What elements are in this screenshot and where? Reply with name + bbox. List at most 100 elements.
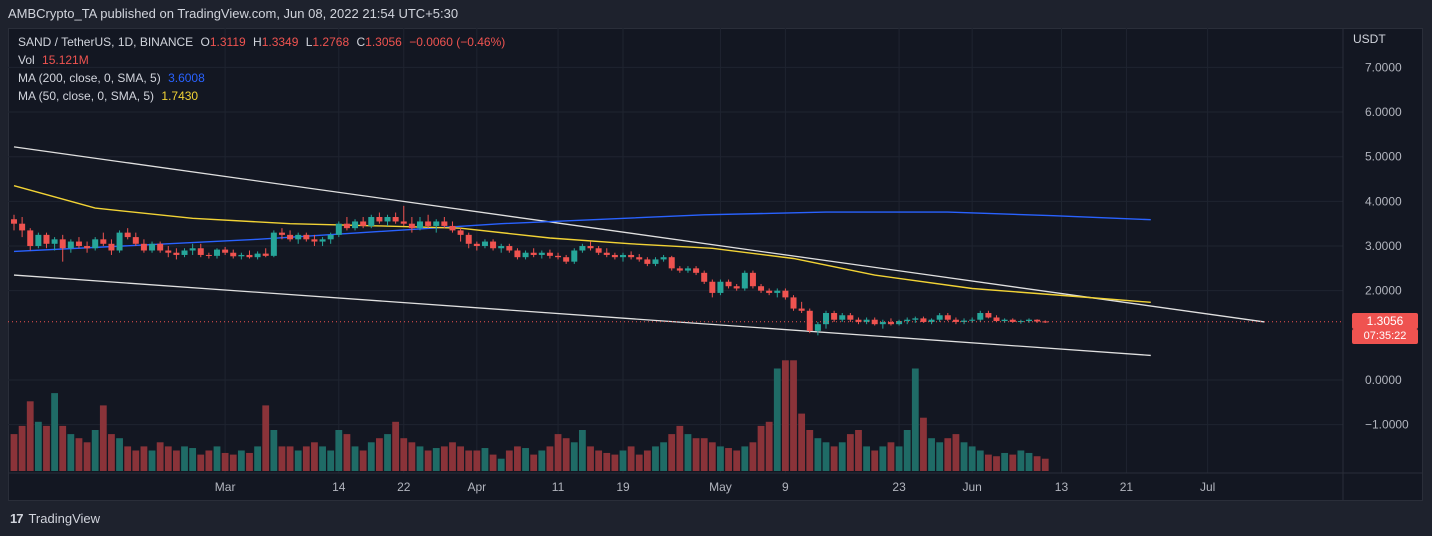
ma50-value: 1.7430 [161, 89, 199, 103]
close-value: 1.3056 [365, 35, 402, 49]
legend-volume-row[interactable]: Vol 15.121M [18, 53, 93, 67]
volume-bar [440, 446, 448, 471]
volume-bar [968, 446, 976, 471]
volume-bar [660, 442, 667, 471]
volume-bar [757, 425, 765, 471]
volume-bar [181, 446, 188, 471]
candle-body [19, 223, 26, 231]
candlestick-chart[interactable]: USDT 7.0000 6.0000 5.0000 4.0000 3.0000 2.000… [8, 28, 1423, 501]
volume-bar [254, 446, 261, 471]
candle-body [433, 221, 440, 226]
candle-body [311, 239, 318, 242]
candle-body [896, 321, 903, 325]
volume-bar [1017, 450, 1025, 471]
candle-body [628, 254, 635, 258]
volume-bar [1033, 456, 1041, 471]
candles [11, 205, 1049, 336]
candle-body [295, 234, 302, 240]
candle-body [43, 234, 50, 244]
candle-body [205, 254, 212, 256]
volume-bar [554, 434, 562, 471]
ma200-value: 3.6008 [168, 71, 205, 85]
candle-body [132, 237, 139, 244]
volume-bar [75, 438, 83, 471]
candle-body [855, 319, 862, 322]
volume-bar [18, 425, 26, 471]
candle-body [879, 321, 886, 325]
symbol-label[interactable]: SAND / TetherUS, 1D, BINANCE [18, 35, 194, 49]
volume-bar [83, 442, 91, 471]
axes: USDT 7.0000 6.0000 5.0000 4.0000 3.0000 2.000… [8, 28, 1423, 501]
candle-body [636, 257, 643, 260]
footer: 17 TradingView [10, 511, 100, 526]
y-tick-label: 0.0000 [1365, 373, 1402, 387]
candle-body [238, 254, 245, 257]
candle-body [660, 257, 667, 260]
candle-body [457, 230, 464, 235]
upper-trendline [13, 146, 1265, 323]
candle-body [904, 319, 911, 322]
ma50-line [13, 185, 1151, 303]
volume-bar [570, 442, 578, 471]
footer-brand[interactable]: TradingView [28, 511, 101, 526]
volume-bar [952, 434, 960, 471]
volume-bar [643, 450, 651, 471]
volume-bar [335, 430, 343, 471]
volume-bar [782, 360, 789, 471]
candle-body [343, 223, 350, 229]
candle-body [124, 232, 131, 238]
volume-bar [286, 446, 294, 471]
candle-body [1001, 319, 1008, 322]
volume-bar [424, 450, 432, 471]
candle-body [392, 217, 399, 222]
legend-ma200-row[interactable]: MA (200, close, 0, SMA, 5) 3.6008 [18, 71, 209, 85]
volume-bar [985, 454, 992, 471]
candle-body [823, 313, 829, 325]
candle-body [335, 223, 342, 235]
volume-bar [148, 450, 156, 471]
volume-bar [944, 438, 952, 471]
candle-body [319, 239, 326, 242]
chart-pane[interactable] [8, 28, 1423, 501]
grid-lines [8, 28, 1343, 473]
x-tick-label: 13 [1055, 480, 1069, 494]
volume-bar [765, 421, 773, 471]
volume-bar [497, 458, 505, 471]
candle-body [774, 290, 781, 293]
candle-body [67, 241, 74, 249]
volume-bar [43, 425, 50, 471]
volume-bar [692, 438, 700, 471]
candle-body [806, 310, 813, 331]
candle-body [1034, 319, 1041, 322]
candle-body [831, 313, 838, 320]
volume-bar [627, 446, 635, 471]
candle-body [717, 281, 724, 293]
candle-body [59, 239, 66, 249]
candle-body [620, 254, 626, 258]
candle-body [798, 308, 805, 311]
candle-body [668, 257, 675, 269]
candle-body [189, 248, 196, 251]
y-tick-label: 2.0000 [1365, 284, 1402, 298]
candle-body [563, 257, 570, 262]
volume-bar [814, 438, 822, 471]
volume-bar [221, 452, 229, 471]
volume-bar [579, 430, 586, 471]
close-label: C [356, 35, 366, 49]
volume-bar [173, 450, 180, 471]
volume-bar [822, 442, 830, 471]
candle-body [993, 317, 1000, 322]
candle-body [506, 246, 513, 251]
candle-body [327, 234, 334, 240]
candle-body [701, 272, 708, 282]
volume-bar [733, 450, 741, 471]
tradingview-logo-icon[interactable]: 17 [10, 511, 24, 526]
volume-bar [359, 450, 367, 471]
volume-bar [1041, 458, 1049, 471]
volume-bar [928, 438, 935, 471]
legend-ma50-row[interactable]: MA (50, close, 0, SMA, 5) 1.7430 [18, 89, 202, 103]
candle-body [1026, 319, 1032, 322]
candle-body [725, 281, 732, 287]
publish-header: AMBCrypto_TA published on TradingView.co… [8, 6, 459, 21]
candle-body [262, 253, 269, 256]
